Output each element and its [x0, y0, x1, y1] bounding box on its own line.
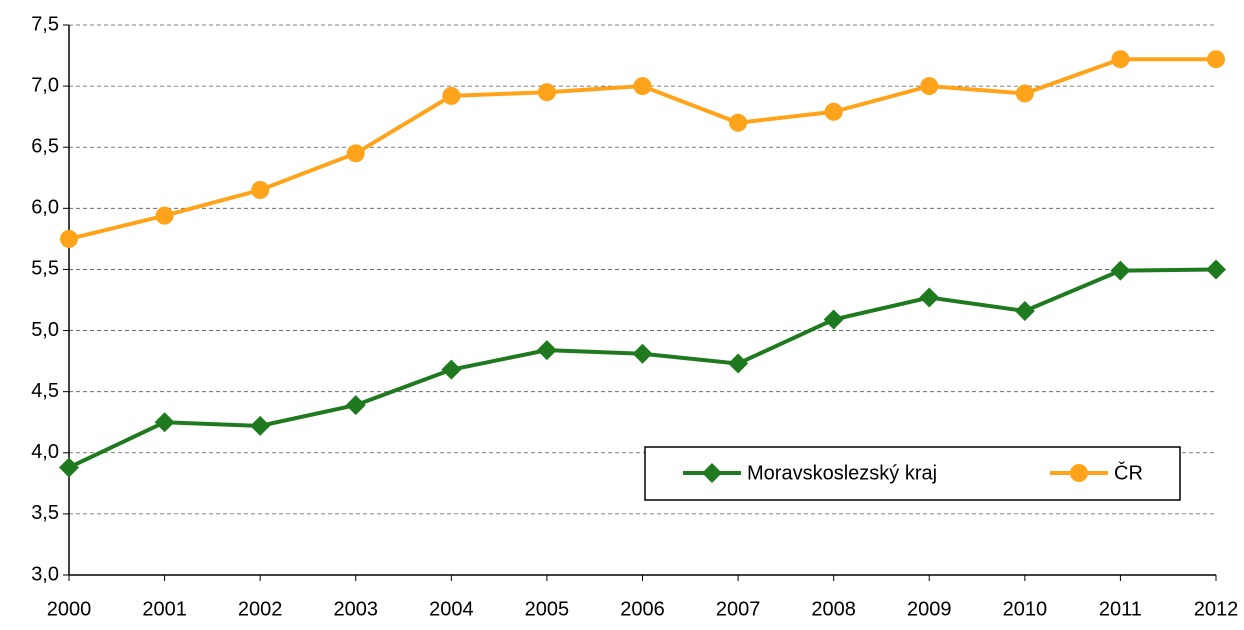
data-point — [920, 77, 939, 96]
x-tick-label: 2005 — [525, 598, 570, 620]
x-tick-label: 2003 — [334, 598, 379, 620]
data-point — [60, 229, 78, 248]
x-tick-label: 2000 — [47, 598, 92, 620]
legend-marker — [702, 463, 722, 483]
data-point — [154, 412, 175, 433]
data-point — [441, 359, 462, 380]
data-point — [442, 86, 461, 105]
data-point — [919, 287, 940, 308]
data-point — [1015, 84, 1034, 103]
legend-label: ČR — [1114, 461, 1143, 484]
x-tick-label: 2012 — [1194, 598, 1239, 620]
y-tick-label: 3,5 — [31, 502, 59, 524]
data-point — [1110, 260, 1131, 281]
x-tick-label: 2010 — [1003, 598, 1048, 620]
data-point — [1206, 259, 1226, 280]
y-tick-label: 6,5 — [31, 136, 59, 158]
data-point — [824, 102, 843, 121]
data-point — [250, 415, 271, 436]
data-point — [632, 343, 653, 364]
data-point — [346, 144, 365, 163]
data-point — [537, 83, 556, 102]
data-point — [633, 77, 652, 96]
data-point — [155, 206, 174, 225]
y-tick-label: 7,5 — [31, 13, 59, 35]
x-tick-label: 2008 — [811, 598, 856, 620]
y-tick-label: 5,0 — [31, 319, 59, 341]
y-tick-label: 3,0 — [31, 563, 59, 585]
data-point — [728, 353, 749, 374]
legend-label: Moravskoslezský kraj — [747, 462, 937, 484]
data-point — [823, 309, 844, 330]
x-tick-label: 2001 — [142, 598, 187, 620]
y-tick-label: 7,0 — [31, 74, 59, 96]
x-tick-label: 2002 — [238, 598, 283, 620]
data-point — [345, 395, 366, 416]
data-point — [59, 457, 79, 478]
y-tick-label: 6,0 — [31, 197, 59, 219]
data-point — [536, 340, 557, 361]
legend-marker — [1070, 464, 1088, 482]
y-tick-label: 5,5 — [31, 258, 59, 280]
data-point — [1014, 301, 1035, 321]
y-tick-label: 4,5 — [31, 380, 59, 402]
x-tick-label: 2011 — [1099, 598, 1142, 620]
x-tick-label: 2006 — [620, 598, 665, 620]
series-line — [68, 267, 1217, 470]
data-point — [251, 181, 270, 199]
data-point — [1111, 50, 1130, 69]
y-tick-label: 4,0 — [31, 441, 59, 463]
data-point — [729, 113, 748, 132]
x-tick-label: 2004 — [429, 598, 474, 620]
x-tick-label: 2007 — [716, 598, 761, 620]
data-point — [1207, 50, 1225, 69]
x-tick-label: 2009 — [907, 598, 952, 620]
